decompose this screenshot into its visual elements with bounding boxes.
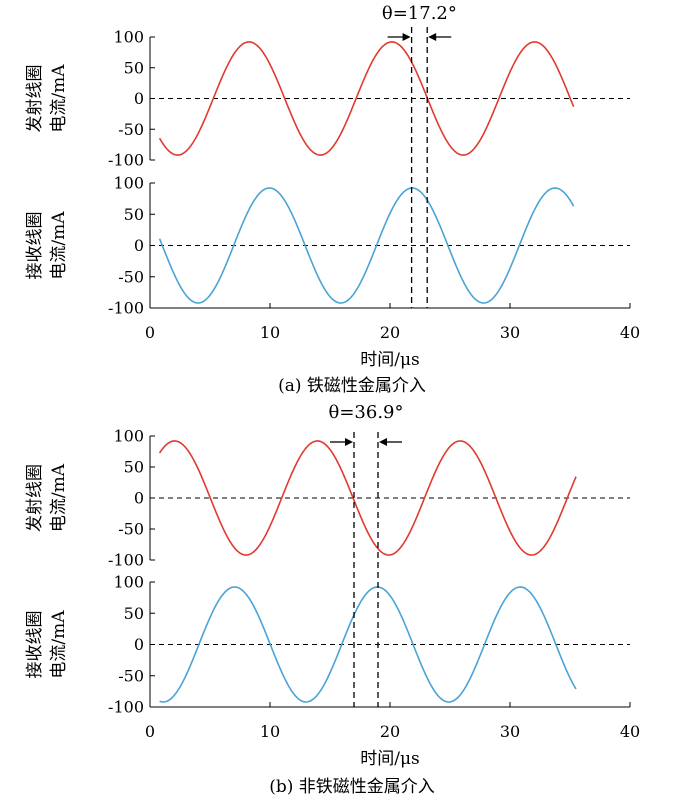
chart-b: 100500-50-100发射线圈 电流/mA100500-50-100接收线圈电… bbox=[25, 402, 640, 797]
y-tick-label: 0 bbox=[134, 635, 144, 654]
y-tick-label: 100 bbox=[113, 573, 144, 592]
phase-arrow-left-head bbox=[345, 438, 353, 446]
y-tick-label: -100 bbox=[108, 299, 144, 318]
x-tick-label: 10 bbox=[260, 722, 280, 741]
y-tick-label: 0 bbox=[134, 236, 144, 255]
panel-a-1: 100 50 0 -50 -100 发射线圈 电流/mA bbox=[25, 28, 630, 170]
x-tick-label: 20 bbox=[380, 323, 400, 342]
phase-angle-label: θ=36.9° bbox=[329, 402, 404, 423]
phase-arrow-right-head bbox=[379, 438, 387, 446]
y-tick-label: 0 bbox=[134, 89, 144, 108]
y-axis-label: 发射线圈 电流/mA bbox=[25, 463, 69, 532]
panel-b-2: 100 50 0 -50 -100 接收线圈 电流/mA bbox=[25, 573, 631, 717]
x-tick-label: 20 bbox=[380, 722, 400, 741]
y-tick-label: 100 bbox=[113, 28, 144, 47]
y-axis-label-line: 发射线圈 bbox=[25, 464, 45, 532]
y-tick-label: -100 bbox=[108, 551, 144, 570]
figure-caption: (b) 非铁磁性金属介入 bbox=[269, 777, 435, 797]
y-tick-label: -50 bbox=[118, 120, 144, 139]
x-tick-label: 0 bbox=[145, 323, 155, 342]
y-tick-label: -50 bbox=[118, 267, 144, 286]
x-tick-label: 30 bbox=[500, 323, 520, 342]
y-tick-label: -50 bbox=[118, 520, 144, 539]
x-tick-label: 40 bbox=[620, 722, 640, 741]
panel-a-2: 100 50 0 -50 -100 接收线圈 电流/mA bbox=[25, 174, 631, 318]
series-line-1 bbox=[158, 187, 575, 304]
y-axis-label-line: 电流/mA bbox=[49, 463, 69, 532]
y-axis-label-line: 电流/mA bbox=[49, 610, 69, 679]
panel-b-1: 100 50 0 -50 -100 发射线圈 电流/mA bbox=[25, 427, 630, 570]
phase-arrow-left-head bbox=[402, 33, 411, 41]
y-axis-label-line: 接收线圈 bbox=[25, 212, 45, 280]
y-tick-label: 50 bbox=[124, 458, 144, 477]
y-tick-label: -50 bbox=[118, 666, 144, 685]
phase-arrow-right-head bbox=[428, 33, 437, 41]
x-tick-label: 30 bbox=[500, 722, 520, 741]
x-tick-label: 40 bbox=[620, 323, 640, 342]
y-axis-label-line: 电流/mA bbox=[49, 64, 69, 133]
y-tick-label: 0 bbox=[134, 489, 144, 508]
phase-angle-label: θ=17.2° bbox=[382, 3, 457, 24]
y-tick-label: 50 bbox=[124, 58, 144, 77]
y-tick-label: 50 bbox=[124, 205, 144, 224]
y-axis-label: 发射线圈 电流/mA bbox=[25, 64, 69, 133]
y-tick-label: -100 bbox=[108, 698, 144, 717]
y-axis-label-line: 接收线圈 bbox=[25, 611, 45, 679]
x-axis-label: 时间/μs bbox=[360, 749, 420, 769]
y-tick-label: -100 bbox=[108, 151, 144, 170]
y-axis-label-line: 电流/mA bbox=[49, 211, 69, 280]
series-line-1 bbox=[159, 586, 577, 703]
y-axis-label: 接收线圈 电流/mA bbox=[25, 610, 69, 679]
y-axis-label: 接收线圈 电流/mA bbox=[25, 211, 69, 280]
x-tick-label: 10 bbox=[260, 323, 280, 342]
figure-caption: (a) 铁磁性金属介入 bbox=[278, 376, 426, 396]
series-line-1 bbox=[158, 41, 575, 156]
y-tick-label: 100 bbox=[113, 427, 144, 446]
x-tick-label: 0 bbox=[145, 722, 155, 741]
chart-a: 100500-50-100发射线圈 电流/mA100500-50-100接收线圈电… bbox=[25, 3, 640, 396]
x-axis-label: 时间/μs bbox=[360, 350, 420, 370]
y-tick-label: 50 bbox=[124, 604, 144, 623]
series-line-1 bbox=[158, 440, 577, 556]
y-tick-label: 100 bbox=[113, 174, 144, 193]
y-axis-label-line: 发射线圈 bbox=[25, 65, 45, 133]
